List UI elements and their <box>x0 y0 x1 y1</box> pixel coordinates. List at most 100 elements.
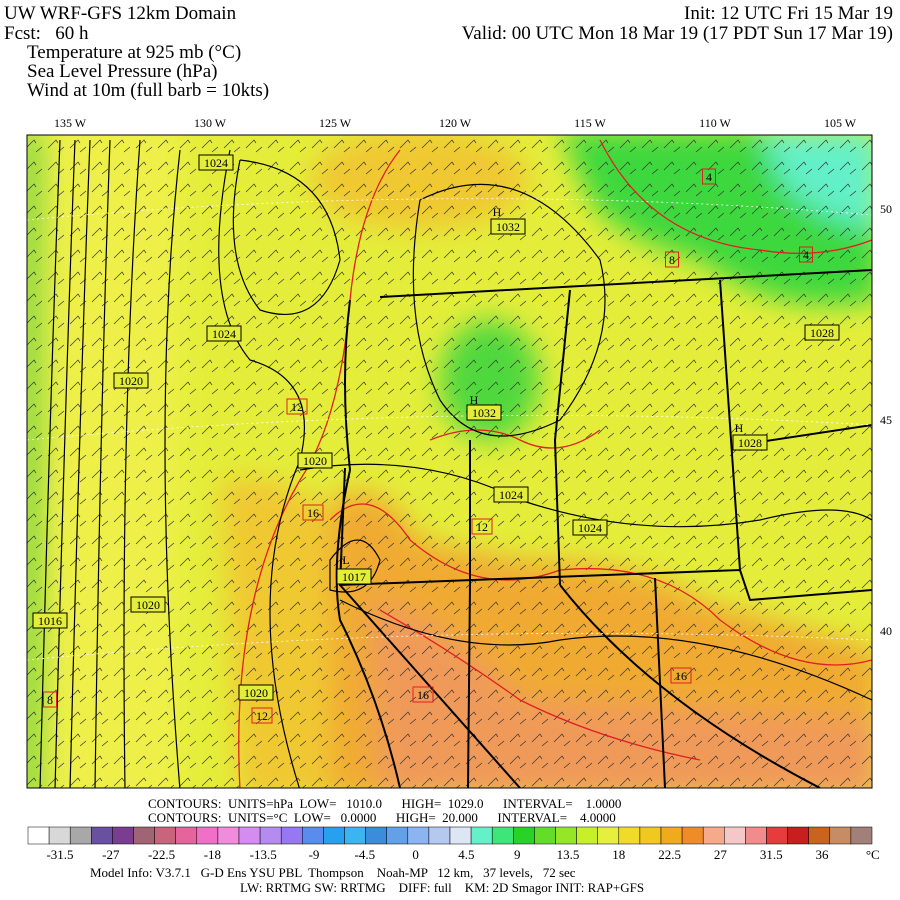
pressure-label: 1032 <box>496 220 520 234</box>
label-box <box>32 612 68 629</box>
field-label: Temperature at 925 mb (°C) <box>27 42 241 63</box>
colorbar-swatch <box>787 826 809 845</box>
contour-info: CONTOURS: UNITS=°C LOW= 0.0000 HIGH= 20.… <box>148 810 616 825</box>
wind-barbs <box>27 135 872 788</box>
map <box>27 135 872 788</box>
colorbar-swatch <box>576 826 598 845</box>
colorbar-swatch <box>702 826 725 845</box>
colorbar-swatch <box>386 826 409 845</box>
colorbar-swatch <box>154 826 176 845</box>
label-box <box>490 218 526 235</box>
colorbar-label: -31.5 <box>46 847 73 862</box>
colorbar-label: 0 <box>412 847 419 862</box>
latitude-label: 50 <box>880 202 892 216</box>
colorbar-swatch <box>491 826 514 845</box>
contour-info: CONTOURS: UNITS=hPa LOW= 1010.0 HIGH= 10… <box>148 796 621 811</box>
colorbar-swatch <box>365 826 387 845</box>
colorbar-label: 4.5 <box>458 847 474 862</box>
label-box <box>702 168 716 185</box>
colorbar-swatch <box>238 826 261 845</box>
colorbar-swatch <box>280 826 303 845</box>
valid-time: Valid: 00 UTC Mon 18 Mar 19 (17 PDT Sun … <box>462 23 893 44</box>
field-label: Wind at 10m (full barb = 10kts) <box>27 80 269 101</box>
colorbar-label: -13.5 <box>250 847 277 862</box>
temperature-label: 16 <box>417 688 429 702</box>
colorbar-swatch <box>428 826 451 845</box>
label-box <box>732 434 768 451</box>
temperature-label: 12 <box>476 520 488 534</box>
colorbar-swatch <box>91 826 113 845</box>
colorbar-swatch <box>133 826 155 845</box>
field-label: Sea Level Pressure (hPa) <box>27 61 217 82</box>
pressure-label: 1020 <box>136 598 160 612</box>
colorbar-swatch <box>724 826 746 845</box>
colorbar-label: -27 <box>102 847 120 862</box>
longitude-label: 130 W <box>194 116 227 130</box>
colorbar-swatch <box>175 826 198 845</box>
label-box <box>804 324 840 341</box>
pressure-label: 1020 <box>303 454 327 468</box>
label-box <box>206 325 242 342</box>
colorbar-swatch <box>597 826 620 845</box>
label-box <box>251 707 273 724</box>
colorbar-label: 18 <box>612 847 625 862</box>
pressure-contours <box>39 139 872 788</box>
colorbar-swatch <box>196 826 219 845</box>
title: UW WRF-GFS 12km Domain <box>4 3 237 24</box>
label-box <box>297 452 333 469</box>
pressure-label: 1020 <box>244 686 268 700</box>
colorbar-swatch <box>534 826 556 845</box>
label-box <box>113 372 149 389</box>
label-box <box>493 486 529 503</box>
footer-info: Model Info: V3.7.1 G-D Ens YSU PBL Thomp… <box>90 865 576 880</box>
forecast: Fcst: 60 h <box>4 23 89 44</box>
longitude-label: 115 W <box>574 116 606 130</box>
colorbar-swatch <box>808 826 831 845</box>
colorbar-label: °C <box>866 847 880 862</box>
colorbar-swatch <box>449 826 472 845</box>
colorbar-swatch <box>259 826 282 845</box>
footer-info: LW: RRTMG SW: RRTMG DIFF: full KM: 2D Sm… <box>240 880 644 895</box>
pressure-label: H <box>735 421 744 435</box>
longitude-label: 125 W <box>319 116 352 130</box>
pressure-label: 1024 <box>578 521 602 535</box>
colorbar-swatch <box>470 826 493 845</box>
temperature-label: 12 <box>256 709 268 723</box>
colorbar-label: -22.5 <box>148 847 175 862</box>
colorbar-label: 13.5 <box>557 847 580 862</box>
temperature-label: 8 <box>669 253 675 267</box>
temperature-label: 4 <box>706 170 712 184</box>
temperature-label: 16 <box>307 506 319 520</box>
colorbar-swatch <box>618 826 641 845</box>
pressure-label: 1024 <box>204 156 228 170</box>
colorbar-swatch <box>766 826 788 845</box>
label-box <box>799 246 813 263</box>
label-box <box>130 596 166 613</box>
latitude-label: 45 <box>880 413 892 427</box>
label-box <box>238 684 274 701</box>
label-box <box>198 154 234 171</box>
longitude-label: 135 W <box>54 116 87 130</box>
borders <box>335 269 872 788</box>
colorbar-label: 36 <box>816 847 830 862</box>
label-box <box>466 404 502 421</box>
colorbar-swatch <box>513 826 535 845</box>
colorbar-label: -4.5 <box>355 847 376 862</box>
temperature-label: 4 <box>803 248 809 262</box>
temperature-label: 16 <box>675 669 687 683</box>
colorbar-swatch <box>555 826 577 845</box>
colorbar-swatch <box>302 826 324 845</box>
colorbar-swatch <box>323 826 345 845</box>
colorbar-swatch <box>69 826 92 845</box>
pressure-label: 1024 <box>212 327 236 341</box>
colorbar-swatch <box>660 826 683 845</box>
colorbar-swatch <box>681 826 704 845</box>
colorbar-swatch <box>639 826 662 845</box>
map-labels: 1024 1024 1020 1020 1020 1016 1017 1032 1032 1028… <box>32 154 840 724</box>
label-box <box>336 568 372 585</box>
colorbar: -31.5 -27 -22.5 -18 -13.5 -9 -4.5 0 4.5 9 13.5 18 22… <box>27 826 880 862</box>
label-box <box>43 691 57 708</box>
colorbar-swatch <box>407 826 430 845</box>
colorbar-label: 22.5 <box>658 847 681 862</box>
